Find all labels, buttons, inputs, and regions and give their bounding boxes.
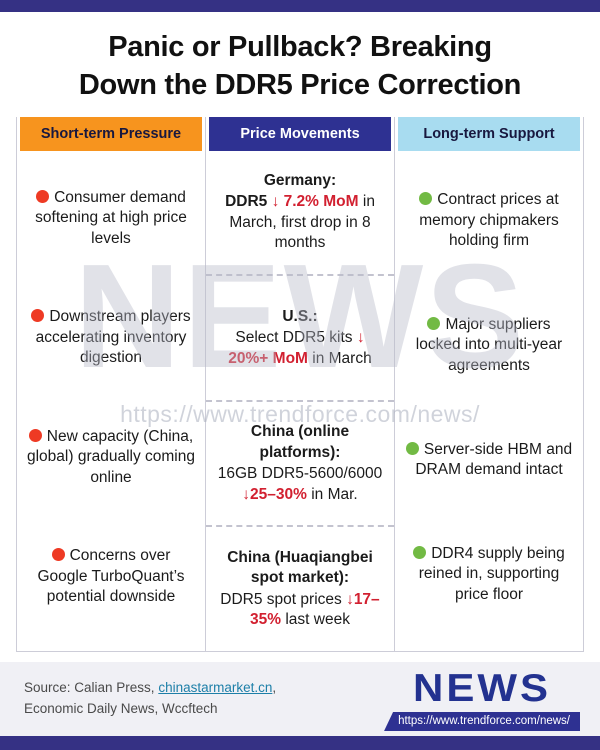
page-title-line1: Panic or Pullback? Breaking — [108, 31, 492, 63]
footer: Source: Calian Press, chinastarmarket.cn… — [0, 662, 600, 736]
pressure-item-text: Consumer demand softening at high price … — [35, 188, 187, 247]
source-text-line2: Economic Daily News, Wccftech — [24, 701, 218, 716]
top-accent-bar — [0, 0, 600, 12]
pressure-item-text: New capacity (China, global) gradually c… — [26, 427, 195, 486]
column-price-movements: Price Movements Germany: DDR5 ↓ 7.2% MoM… — [205, 116, 394, 651]
source-credits: Source: Calian Press, chinastarmarket.cn… — [24, 678, 276, 720]
price-item-region: China (online platforms): — [250, 423, 350, 461]
red-bullet-icon — [28, 428, 42, 442]
pressure-item-text: Concerns over Google TurboQuant’s potent… — [37, 547, 185, 606]
pressure-item-consumer-demand: Consumer demand softening at high price … — [22, 184, 200, 253]
support-item-text: Server-side HBM and DRAM demand intact — [415, 440, 573, 479]
pressure-item-text: Downstream players accelerating inventor… — [35, 308, 191, 367]
red-bullet-icon — [36, 189, 50, 203]
support-item-text: Contract prices at memory chipmakers hol… — [419, 191, 559, 250]
price-drop-stat: ↓ 20%+ MoM — [228, 329, 365, 367]
comparison-table: NEWS https://www.trendforce.com/news/ Sh… — [16, 116, 584, 652]
pressure-item-turboquant: Concerns over Google TurboQuant’s potent… — [22, 542, 200, 611]
red-bullet-icon — [31, 309, 45, 323]
long-term-support-list: Contract prices at memory chipmakers hol… — [395, 151, 583, 651]
news-logo-url: https://www.trendforce.com/news/ — [384, 712, 580, 731]
price-item-detail: DDR5 spot prices ↓17–35% last week — [220, 590, 380, 629]
support-item-hbm-dram-demand: Server-side HBM and DRAM demand intact — [400, 436, 578, 485]
source-link[interactable]: chinastarmarket.cn — [158, 680, 273, 696]
pressure-item-new-capacity: New capacity (China, global) gradually c… — [22, 423, 200, 492]
support-item-text: Major suppliers locked into multi-year a… — [415, 315, 563, 374]
price-movements-list: Germany: DDR5 ↓ 7.2% MoM in March, first… — [206, 151, 394, 651]
price-drop-stat: ↓ 7.2% MoM — [271, 193, 359, 211]
source-text: Source: Calian Press, — [24, 680, 159, 696]
news-logo-text: NEWS — [413, 665, 552, 710]
page-title-line2: Down the DDR5 Price Correction — [78, 69, 522, 102]
column-header-short-term-pressure: Short-term Pressure — [20, 116, 202, 151]
column-header-price-movements: Price Movements — [209, 116, 391, 151]
column-long-term-support: Long-term Support Contract prices at mem… — [394, 116, 583, 651]
price-item-china-online: China (online platforms): 16GB DDR5-5600… — [206, 399, 394, 526]
support-item-text: DDR4 supply being reined in, supporting … — [418, 544, 565, 603]
support-item-contract-prices: Contract prices at memory chipmakers hol… — [400, 186, 578, 255]
news-logo: NEWS https://www.trendforce.com/news/ — [384, 667, 580, 731]
price-item-detail: Select DDR5 kits ↓ 20%+ MoM in March — [228, 329, 372, 367]
column-header-long-term-support: Long-term Support — [398, 116, 580, 151]
support-item-ddr4-supply: DDR4 supply being reined in, supporting … — [400, 540, 578, 609]
column-short-term-pressure: Short-term Pressure Consumer demand soft… — [17, 116, 205, 651]
red-bullet-icon — [51, 548, 65, 562]
price-item-us: U.S.: Select DDR5 kits ↓ 20%+ MoM in Mar… — [206, 274, 394, 400]
price-item-germany: Germany: DDR5 ↓ 7.2% MoM in March, first… — [206, 151, 394, 275]
short-term-pressure-list: Consumer demand softening at high price … — [17, 151, 205, 651]
price-item-detail: 16GB DDR5-5600/6000 ↓25–30% in Mar. — [217, 465, 383, 503]
green-bullet-icon — [419, 192, 433, 206]
pressure-item-inventory-digestion: Downstream players accelerating inventor… — [22, 303, 200, 372]
source-text: , — [272, 680, 277, 696]
page-title: Panic or Pullback? Breaking Down the DDR5… — [8, 28, 592, 105]
price-item-region: Germany: — [263, 171, 337, 189]
green-bullet-icon — [427, 316, 441, 330]
price-drop-stat: ↓25–30% — [242, 485, 307, 503]
price-item-region: U.S.: — [282, 307, 318, 325]
support-item-multi-year-agreements: Major suppliers locked into multi-year a… — [400, 311, 578, 380]
price-item-region: China (Huaqiangbei spot market): — [227, 548, 373, 587]
bottom-accent-bar — [0, 736, 600, 750]
price-item-china-huaqiangbei: China (Huaqiangbei spot market): DDR5 sp… — [206, 525, 394, 651]
green-bullet-icon — [413, 545, 427, 559]
price-drop-stat: ↓17–35% — [250, 590, 380, 629]
green-bullet-icon — [405, 441, 419, 455]
price-item-detail: DDR5 ↓ 7.2% MoM in March, first drop in … — [225, 193, 375, 252]
